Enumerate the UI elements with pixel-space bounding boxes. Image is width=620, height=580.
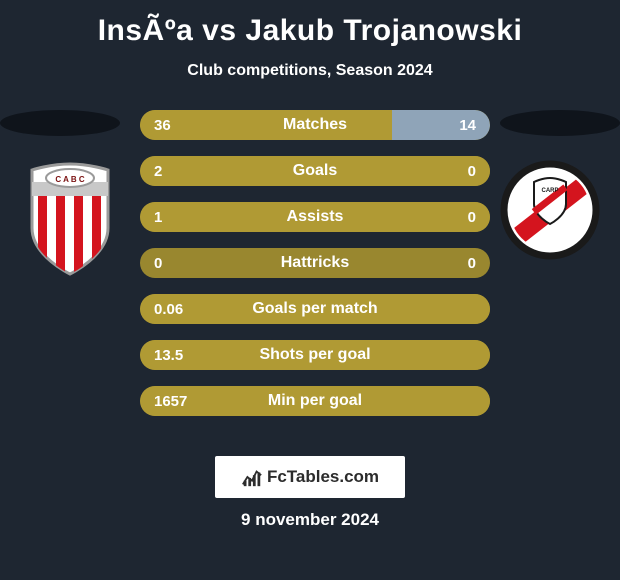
- watermark: FcTables.com: [215, 456, 405, 498]
- fctables-logo-icon: [241, 466, 263, 488]
- stat-label: Goals: [140, 162, 490, 180]
- stat-label: Hattricks: [140, 254, 490, 272]
- svg-text:C A B C: C A B C: [55, 175, 84, 184]
- stat-label: Matches: [140, 116, 490, 134]
- barracas-shield-icon: C A B C: [20, 158, 120, 278]
- stat-value-right: 14: [459, 117, 476, 134]
- stat-row: 1657Min per goal: [140, 386, 490, 416]
- stat-bars: 36Matches142Goals01Assists00Hattricks00.…: [140, 110, 490, 432]
- svg-text:CARP: CARP: [541, 188, 558, 194]
- stat-row: 1Assists0: [140, 202, 490, 232]
- player-right-shadow: [500, 110, 620, 136]
- club-badge-right: CARP: [500, 160, 600, 280]
- subtitle: Club competitions, Season 2024: [0, 62, 620, 80]
- page-title: InsÃºa vs Jakub Trojanowski: [0, 0, 620, 48]
- stat-row: 13.5Shots per goal: [140, 340, 490, 370]
- stat-value-right: 0: [468, 163, 476, 180]
- stat-row: 0Hattricks0: [140, 248, 490, 278]
- stat-label: Goals per match: [140, 300, 490, 318]
- stat-row: 2Goals0: [140, 156, 490, 186]
- stat-value-right: 0: [468, 209, 476, 226]
- player-left-shadow: [0, 110, 120, 136]
- stat-value-right: 0: [468, 255, 476, 272]
- stat-row: 36Matches14: [140, 110, 490, 140]
- club-badge-left: C A B C: [20, 158, 120, 278]
- watermark-text: FcTables.com: [267, 467, 379, 487]
- stat-label: Min per goal: [140, 392, 490, 410]
- date-label: 9 november 2024: [0, 510, 620, 530]
- comparison-area: C A B C CARP 36Matches14 2Goals0 1Assists0…: [0, 110, 620, 430]
- stat-label: Assists: [140, 208, 490, 226]
- stat-row: 0.06Goals per match: [140, 294, 490, 324]
- stat-label: Shots per goal: [140, 346, 490, 364]
- river-plate-icon: CARP: [500, 160, 600, 260]
